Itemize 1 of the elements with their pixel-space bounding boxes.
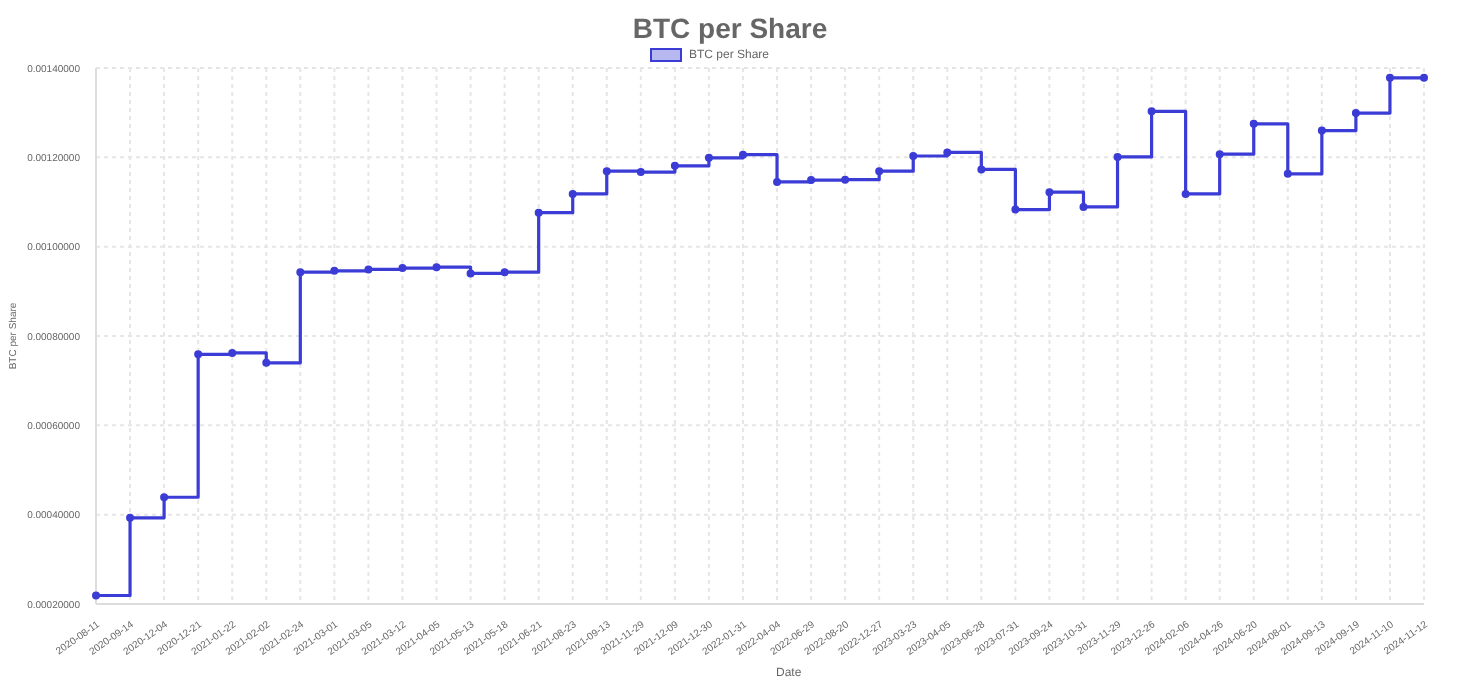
chart-title: BTC per Share [630, 12, 830, 44]
